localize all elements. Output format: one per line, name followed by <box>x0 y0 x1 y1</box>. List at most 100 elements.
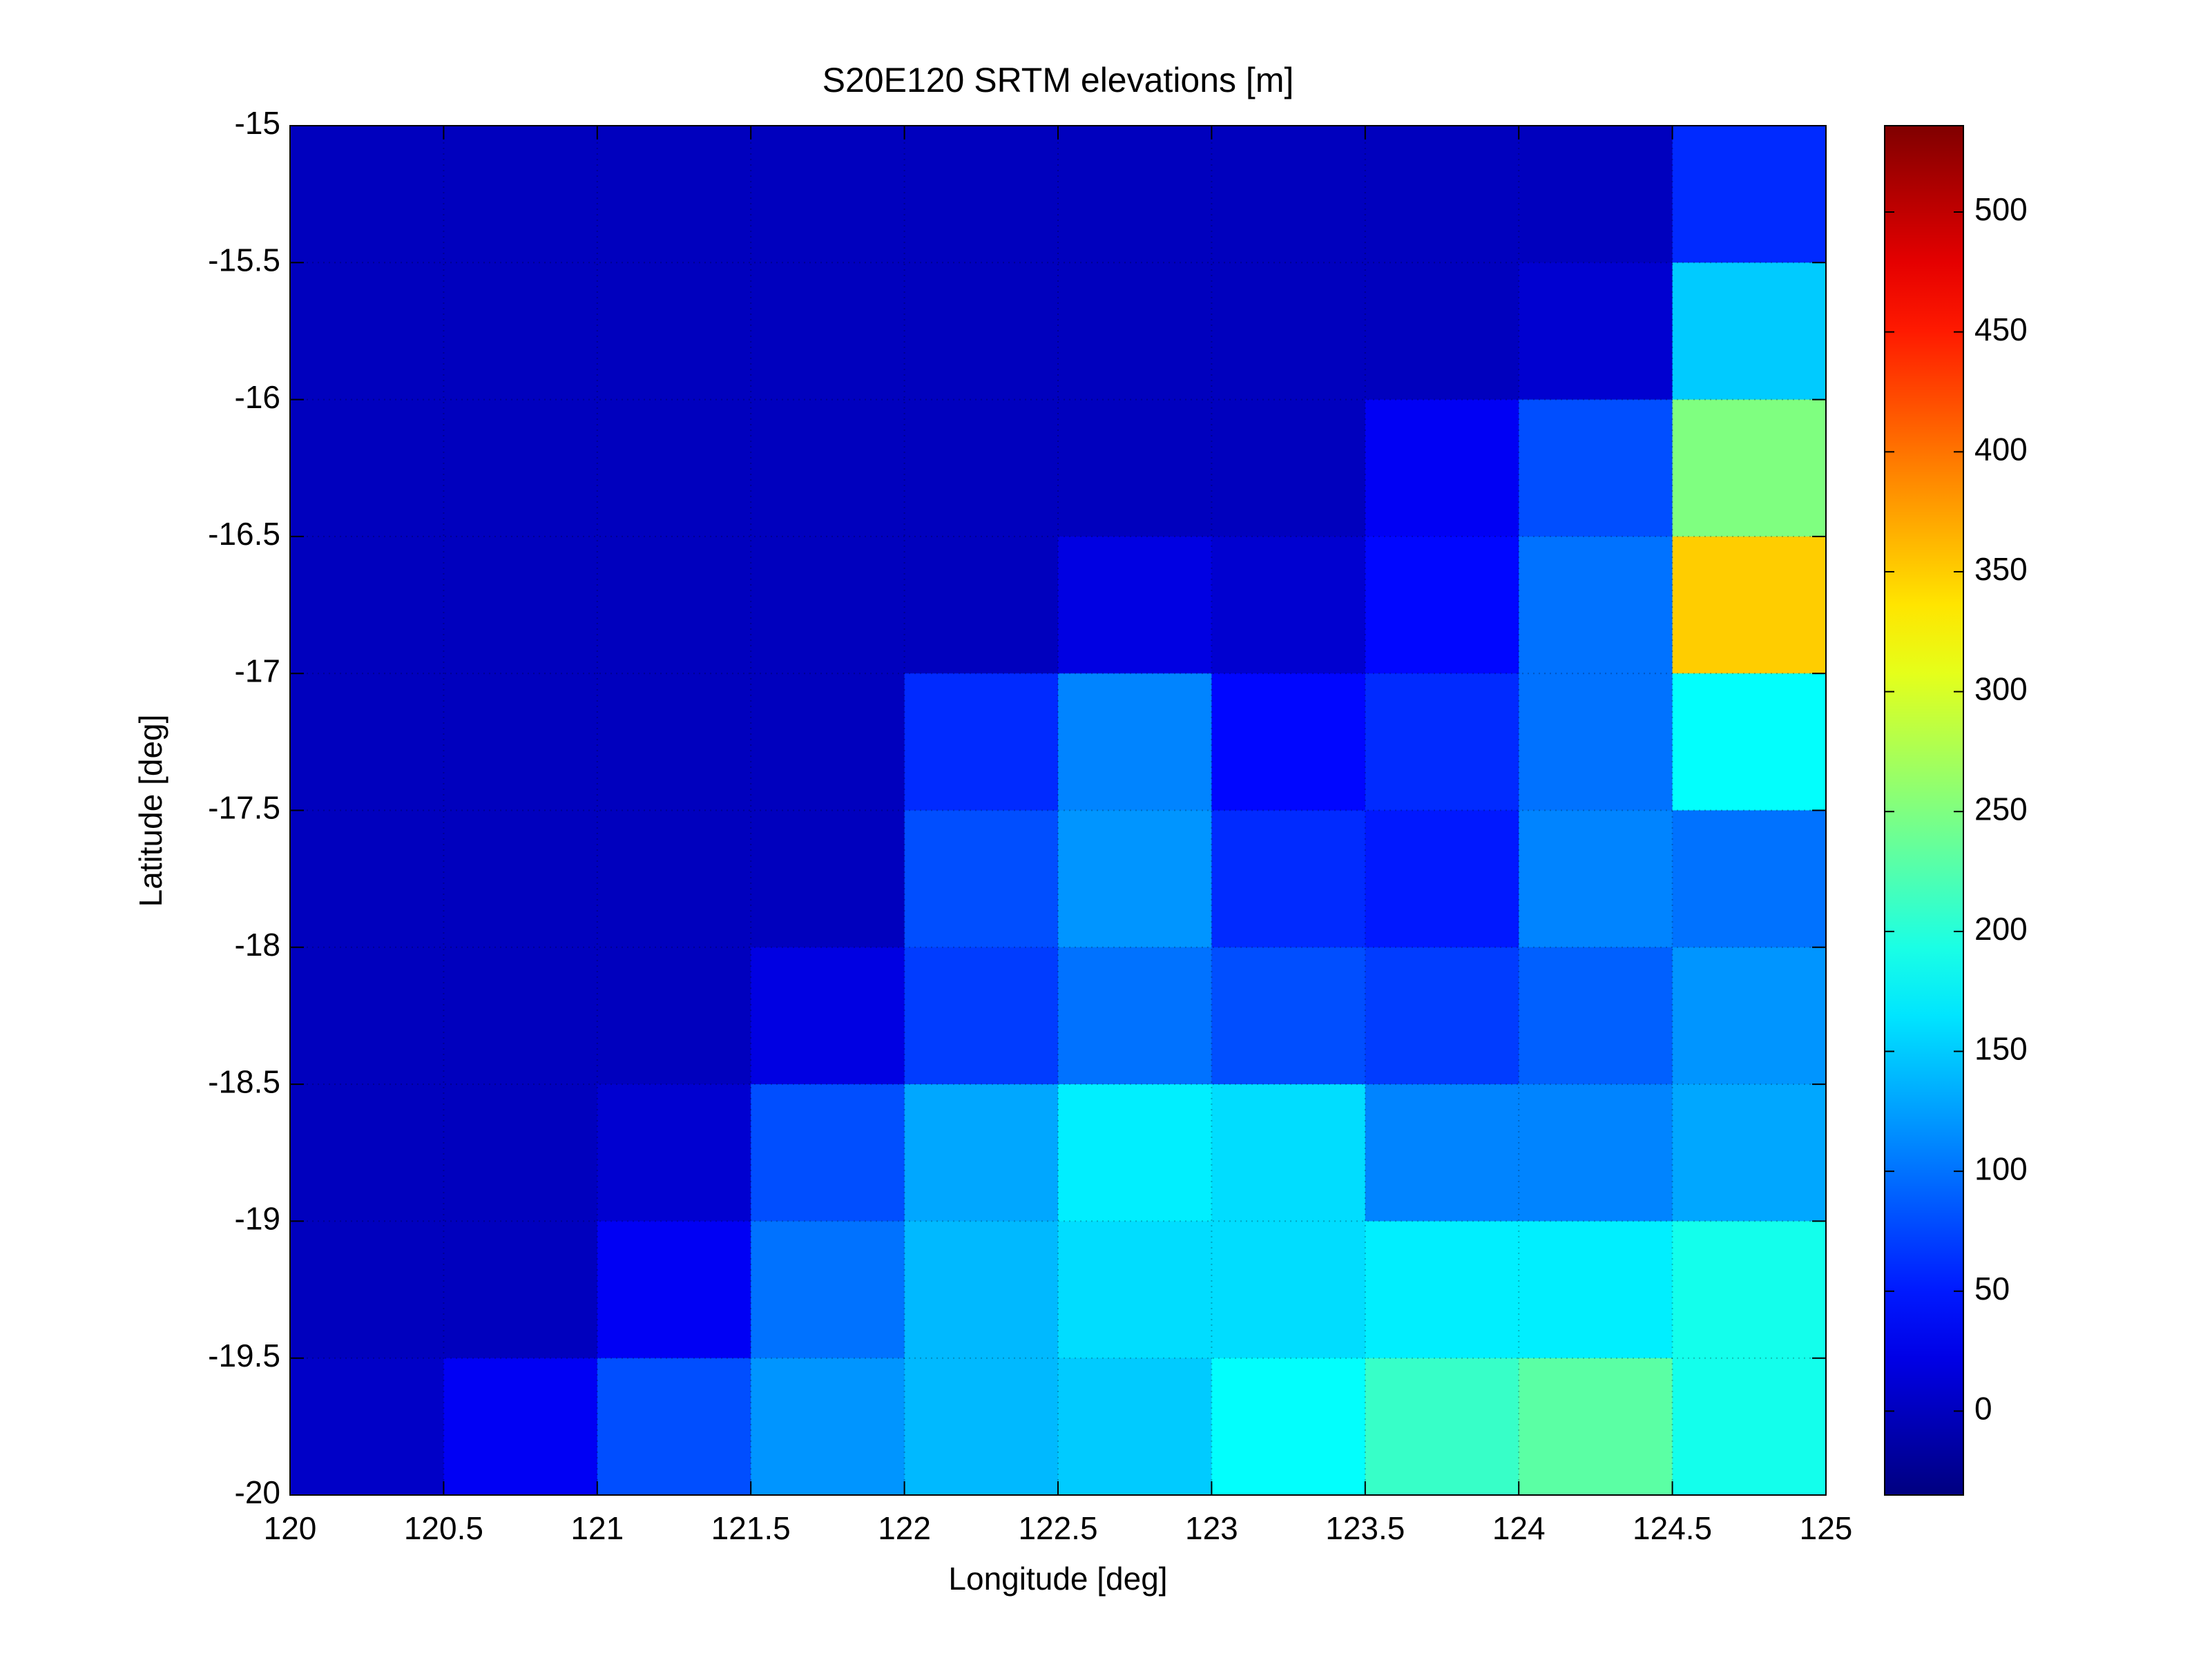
heatmap-cell <box>1211 536 1366 674</box>
heatmap-cell <box>290 1084 444 1222</box>
heatmap-cell <box>1672 1221 1827 1359</box>
heatmap-cell <box>597 536 751 674</box>
heatmap-cell <box>290 536 444 674</box>
heatmap-cell <box>1058 673 1212 811</box>
heatmap-cell <box>1211 399 1366 537</box>
heatmap-cell <box>1365 810 1519 948</box>
heatmap-cell <box>443 1358 598 1496</box>
heatmap-cell <box>1519 1084 1673 1222</box>
heatmap-cell <box>751 262 905 401</box>
heatmap-cell <box>1211 1221 1366 1359</box>
heatmap-cell <box>1519 673 1673 811</box>
heatmap-cell <box>290 1358 444 1496</box>
heatmap-cell <box>597 399 751 537</box>
heatmap-cell <box>443 947 598 1085</box>
heatmap-cell <box>1058 1221 1212 1359</box>
heatmap-cell <box>597 126 751 263</box>
heatmap-cell <box>597 1221 751 1359</box>
heatmap-cell <box>904 536 1059 674</box>
y-tick-label: -15.5 <box>208 242 280 278</box>
heatmap-cell <box>290 810 444 948</box>
heatmap-cell <box>904 399 1059 537</box>
colorbar-tick-label: 250 <box>1974 791 2028 827</box>
heatmap-cell <box>290 1221 444 1359</box>
heatmap-cell <box>1365 1221 1519 1359</box>
heatmap-cell <box>1058 947 1212 1085</box>
plot-frame <box>289 125 1827 1496</box>
heatmap-cell <box>1211 262 1366 401</box>
y-tick-label: -17.5 <box>208 790 280 826</box>
y-tick-label: -20 <box>235 1474 280 1510</box>
y-tick-label: -15 <box>235 105 280 141</box>
heatmap-cell <box>1058 536 1212 674</box>
heatmap-cell <box>290 126 444 263</box>
colorbar-tick-label: 400 <box>1974 431 2028 467</box>
colorbar-tick-label: 50 <box>1974 1271 2010 1307</box>
heatmap-cell <box>1365 1358 1519 1496</box>
heatmap-cell <box>751 1358 905 1496</box>
heatmap-cell <box>1672 673 1827 811</box>
heatmap-cell <box>1058 1084 1212 1222</box>
heatmap-cell <box>1672 1084 1827 1222</box>
heatmap-cell <box>1519 1221 1673 1359</box>
heatmap-cell <box>1519 536 1673 674</box>
heatmap-cell <box>1211 947 1366 1085</box>
heatmap-cell <box>751 947 905 1085</box>
heatmap-cell <box>1211 126 1366 263</box>
heatmap-cell <box>1672 399 1827 537</box>
heatmap-cell <box>597 1358 751 1496</box>
heatmap-cell <box>904 1358 1059 1496</box>
heatmap-cell <box>443 399 598 537</box>
chart-title: S20E120 SRTM elevations [m] <box>823 61 1294 99</box>
heatmap-cell <box>904 810 1059 948</box>
heatmap-cell <box>1211 810 1366 948</box>
heatmap-cell <box>1365 262 1519 401</box>
heatmap-cell <box>751 1084 905 1222</box>
heatmap-cell <box>1519 1358 1673 1496</box>
heatmap-cell <box>904 1221 1059 1359</box>
x-tick-label: 125 <box>1800 1510 1853 1546</box>
heatmap-cell <box>904 673 1059 811</box>
heatmap-cell <box>1058 399 1212 537</box>
x-tick-label: 123 <box>1185 1510 1238 1546</box>
colorbar-tick-label: 350 <box>1974 551 2028 587</box>
heatmap-cell <box>443 536 598 674</box>
heatmap-cell <box>1365 536 1519 674</box>
heatmap-cell <box>1519 947 1673 1085</box>
heatmap-cell <box>443 673 598 811</box>
heatmap-cell <box>1519 810 1673 948</box>
heatmap-cell <box>443 262 598 401</box>
heatmap-cell <box>1211 673 1366 811</box>
heatmap-cell <box>443 126 598 263</box>
heatmap-cell <box>1211 1358 1366 1496</box>
colorbar <box>1884 125 1964 1496</box>
heatmap-cell <box>597 262 751 401</box>
heatmap-cell <box>443 1221 598 1359</box>
heatmap-cell <box>290 399 444 537</box>
x-tick-label: 120.5 <box>404 1510 483 1546</box>
heatmap-cell <box>443 1084 598 1222</box>
x-tick-label: 124.5 <box>1633 1510 1712 1546</box>
heatmap-cell <box>1519 126 1673 263</box>
y-axis-label: Latitude [deg] <box>133 715 169 907</box>
heatmap-cell <box>751 810 905 948</box>
heatmap-cell <box>1058 810 1212 948</box>
colorbar-tick-label: 450 <box>1974 311 2028 347</box>
x-tick-label: 121 <box>570 1510 624 1546</box>
y-tick-label: -18 <box>235 927 280 963</box>
heatmap-cell <box>1672 126 1827 263</box>
heatmap-cell <box>1672 947 1827 1085</box>
heatmap-cell <box>597 1084 751 1222</box>
heatmap-cell <box>597 673 751 811</box>
x-tick-label: 122.5 <box>1018 1510 1097 1546</box>
heatmap-cell <box>751 1221 905 1359</box>
y-tick-label: -16 <box>235 379 280 415</box>
heatmap-cell <box>1058 262 1212 401</box>
heatmap-cell <box>1365 947 1519 1085</box>
heatmap-cell <box>1365 1084 1519 1222</box>
y-tick-label: -16.5 <box>208 516 280 552</box>
x-tick-label: 122 <box>878 1510 931 1546</box>
heatmap-cell <box>1365 399 1519 537</box>
x-tick-label: 120 <box>264 1510 317 1546</box>
